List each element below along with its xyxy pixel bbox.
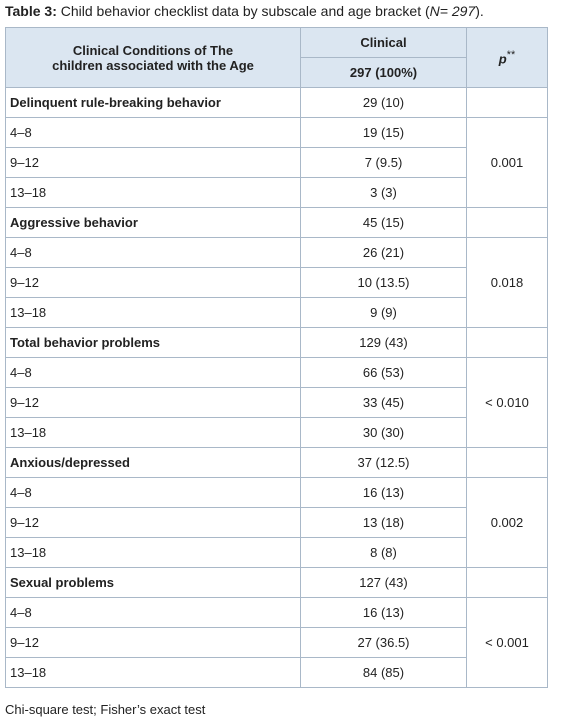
group-row: Anxious/depressed 37 (12.5) — [5, 447, 548, 478]
age-label: 9–12 — [5, 627, 301, 658]
group-row: Total behavior problems 129 (43) — [5, 327, 548, 358]
age-value: 84 (85) — [300, 657, 467, 688]
age-value: 26 (21) — [300, 237, 467, 268]
age-label: 13–18 — [5, 177, 301, 208]
age-label: 13–18 — [5, 417, 301, 448]
empty-cell — [466, 327, 548, 358]
age-label: 9–12 — [5, 147, 301, 178]
age-row: 9–12 27 (36.5) — [5, 627, 548, 658]
age-value: 27 (36.5) — [300, 627, 467, 658]
group-value: 45 (15) — [300, 207, 467, 238]
age-row: 13–18 8 (8) — [5, 537, 548, 568]
age-value: 3 (3) — [300, 177, 467, 208]
header-p: p** — [466, 27, 548, 88]
age-row: 4–8 26 (21) 0.018 — [5, 237, 548, 328]
p-value: 0.018 — [466, 237, 548, 328]
age-value: 33 (45) — [300, 387, 467, 418]
age-row: 4–8 16 (13) 0.002 — [5, 477, 548, 568]
age-row: 13–18 84 (85) — [5, 657, 548, 688]
age-label: 13–18 — [5, 297, 301, 328]
age-label: 9–12 — [5, 387, 301, 418]
age-label: 4–8 — [5, 597, 301, 628]
age-label: 4–8 — [5, 237, 301, 268]
table-body: Delinquent rule-breaking behavior 29 (10)… — [5, 87, 548, 688]
age-label: 13–18 — [5, 657, 301, 688]
age-value: 16 (13) — [300, 477, 467, 508]
caption-n: N= 297 — [429, 3, 476, 19]
age-label: 13–18 — [5, 537, 301, 568]
group-row: Aggressive behavior 45 (15) — [5, 207, 548, 238]
age-label: 4–8 — [5, 357, 301, 388]
p-value: < 0.010 — [466, 357, 548, 448]
age-row: 9–12 10 (13.5) — [5, 267, 548, 298]
age-row: 13–18 3 (3) — [5, 177, 548, 208]
age-row: 9–12 13 (18) — [5, 507, 548, 538]
group-title: Total behavior problems — [5, 327, 301, 358]
age-value: 9 (9) — [300, 297, 467, 328]
p-value: < 0.001 — [466, 597, 548, 688]
group-title: Anxious/depressed — [5, 447, 301, 478]
group-title: Aggressive behavior — [5, 207, 301, 238]
group-value: 129 (43) — [300, 327, 467, 358]
age-row: 13–18 30 (30) — [5, 417, 548, 448]
caption-close: ). — [475, 3, 484, 19]
age-value: 10 (13.5) — [300, 267, 467, 298]
p-symbol: p — [498, 51, 507, 67]
header-clinical: Clinical — [300, 27, 467, 58]
age-value: 66 (53) — [300, 357, 467, 388]
caption: Table 3: Child behavior checklist data b… — [5, 3, 484, 19]
empty-cell — [466, 87, 548, 118]
age-value: 8 (8) — [300, 537, 467, 568]
age-row: 4–8 66 (53) < 0.010 — [5, 357, 548, 448]
age-label: 9–12 — [5, 507, 301, 538]
age-label: 9–12 — [5, 267, 301, 298]
age-row: 13–18 9 (9) — [5, 297, 548, 328]
group-value: 29 (10) — [300, 87, 467, 118]
empty-cell — [466, 207, 548, 238]
p-value: 0.002 — [466, 477, 548, 568]
group-title: Sexual problems — [5, 567, 301, 598]
age-row: 9–12 33 (45) — [5, 387, 548, 418]
group-value: 37 (12.5) — [300, 447, 467, 478]
empty-cell — [466, 567, 548, 598]
p-mark: ** — [506, 48, 516, 61]
footnote: Chi-square test; Fisher’s exact test — [5, 702, 206, 717]
age-row: 4–8 19 (15) 0.001 — [5, 117, 548, 208]
group-row: Sexual problems 127 (43) — [5, 567, 548, 598]
age-value: 19 (15) — [300, 117, 467, 148]
caption-text: Child behavior checklist data by subscal… — [60, 3, 430, 19]
header-condition: Clinical Conditions of The children asso… — [5, 27, 301, 88]
p-value: 0.001 — [466, 117, 548, 208]
header-total: 297 (100%) — [300, 57, 467, 88]
age-value: 30 (30) — [300, 417, 467, 448]
caption-label: Table 3: — [5, 3, 57, 19]
age-value: 7 (9.5) — [300, 147, 467, 178]
group-row: Delinquent rule-breaking behavior 29 (10) — [5, 87, 548, 118]
empty-cell — [466, 447, 548, 478]
age-value: 16 (13) — [300, 597, 467, 628]
age-row: 4–8 16 (13) < 0.001 — [5, 597, 548, 688]
age-label: 4–8 — [5, 477, 301, 508]
age-label: 4–8 — [5, 117, 301, 148]
table: Clinical Conditions of The children asso… — [5, 27, 548, 688]
group-title: Delinquent rule-breaking behavior — [5, 87, 301, 118]
age-value: 13 (18) — [300, 507, 467, 538]
age-row: 9–12 7 (9.5) — [5, 147, 548, 178]
group-value: 127 (43) — [300, 567, 467, 598]
